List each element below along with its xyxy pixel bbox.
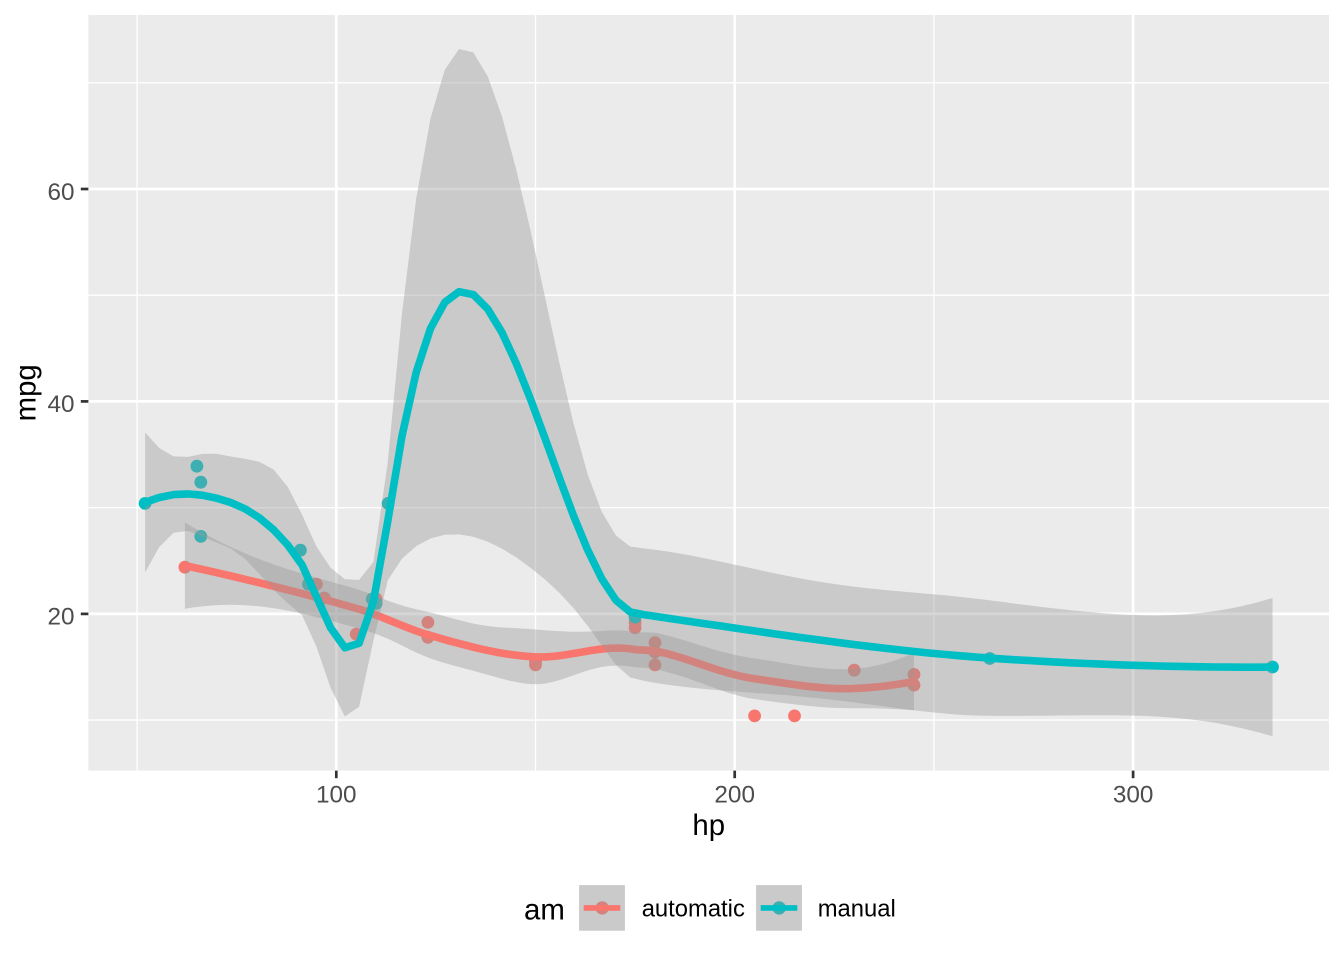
svg-text:60: 60 xyxy=(47,179,74,206)
svg-text:40: 40 xyxy=(47,391,74,418)
svg-text:automatic: automatic xyxy=(642,896,745,923)
svg-text:am: am xyxy=(524,894,565,927)
svg-text:200: 200 xyxy=(714,781,755,808)
svg-text:hp: hp xyxy=(692,809,725,842)
svg-text:mpg: mpg xyxy=(10,364,43,421)
svg-text:20: 20 xyxy=(47,604,74,631)
svg-text:100: 100 xyxy=(316,781,357,808)
svg-text:300: 300 xyxy=(1113,781,1154,808)
svg-text:manual: manual xyxy=(818,896,896,923)
